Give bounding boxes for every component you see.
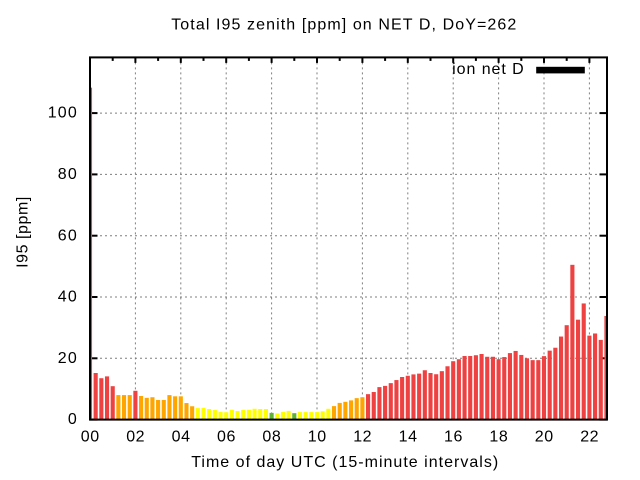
svg-text:08: 08 (262, 429, 281, 446)
svg-text:20: 20 (58, 350, 78, 367)
svg-text:06: 06 (217, 429, 236, 446)
svg-text:0: 0 (68, 411, 78, 428)
svg-text:16: 16 (444, 429, 463, 446)
svg-text:18: 18 (489, 429, 508, 446)
svg-text:100: 100 (48, 105, 78, 122)
svg-text:ion net D: ion net D (452, 61, 525, 78)
svg-text:04: 04 (172, 429, 191, 446)
svg-text:40: 40 (58, 289, 78, 306)
svg-text:Time of day UTC (15-minute int: Time of day UTC (15-minute intervals) (191, 454, 499, 471)
svg-text:60: 60 (58, 227, 78, 244)
svg-text:Total I95 zenith [ppm] on NET: Total I95 zenith [ppm] on NET D, DoY=262 (171, 17, 517, 34)
svg-text:00: 00 (81, 429, 100, 446)
svg-text:80: 80 (58, 166, 78, 183)
svg-text:10: 10 (308, 429, 327, 446)
svg-text:I95 [ppm]: I95 [ppm] (15, 196, 32, 268)
svg-text:02: 02 (126, 429, 145, 446)
svg-text:14: 14 (399, 429, 418, 446)
svg-text:20: 20 (535, 429, 554, 446)
svg-text:22: 22 (580, 429, 599, 446)
svg-text:12: 12 (353, 429, 372, 446)
